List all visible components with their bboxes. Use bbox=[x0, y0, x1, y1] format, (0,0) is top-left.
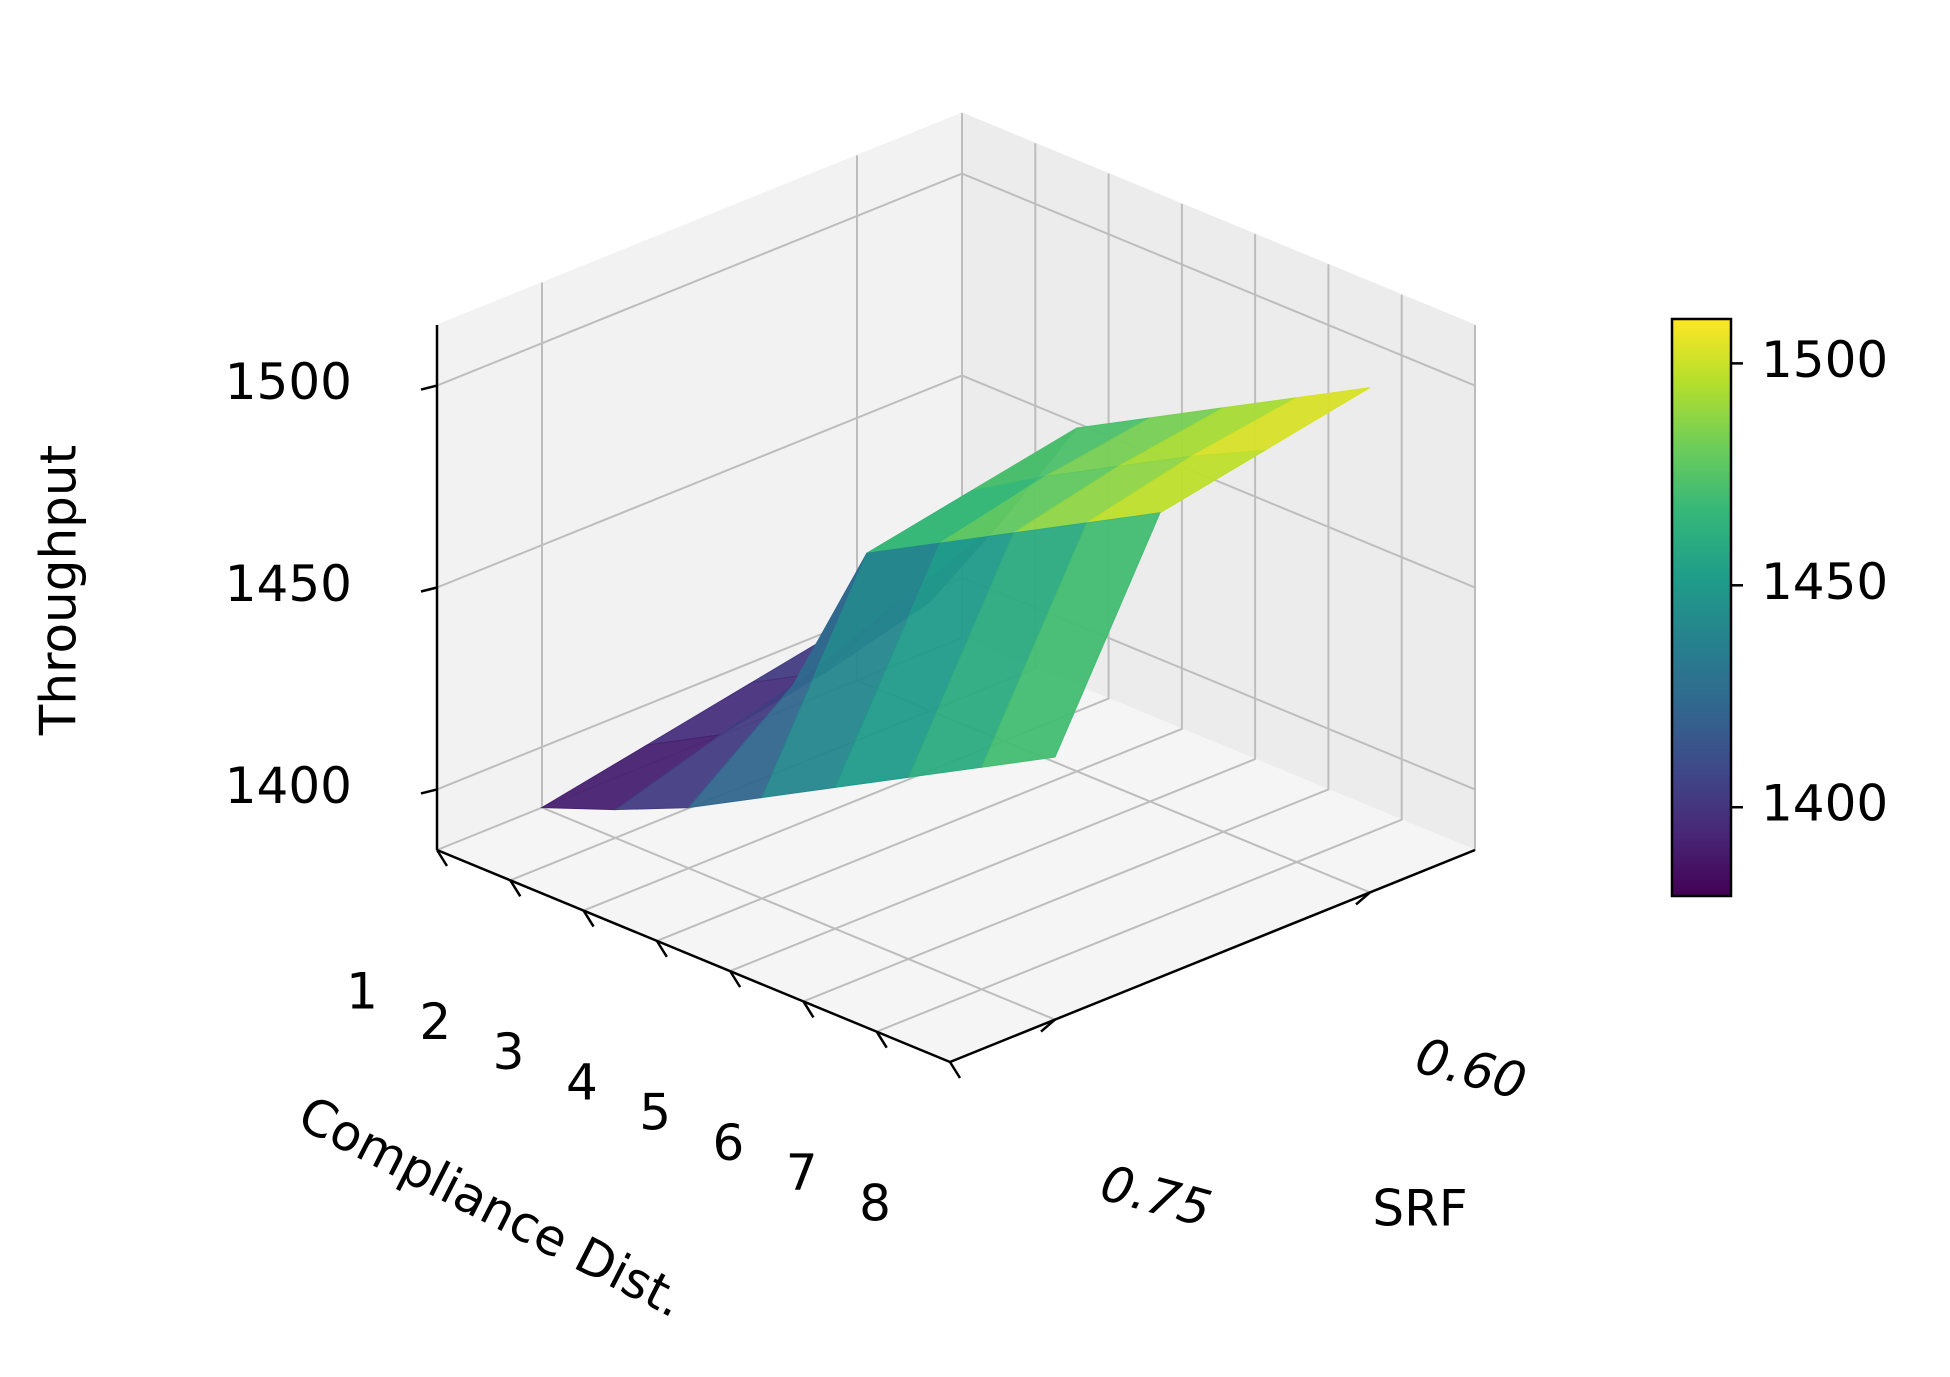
grid-line bbox=[803, 264, 1330, 1003]
x-tick bbox=[582, 909, 595, 928]
x-tick bbox=[509, 879, 522, 897]
y-tick bbox=[1355, 891, 1371, 906]
x-tick-label: 3 bbox=[493, 1023, 525, 1081]
colorbar bbox=[1670, 317, 1733, 898]
x-tick-label: 7 bbox=[786, 1144, 818, 1202]
x-tick-label: 6 bbox=[713, 1114, 745, 1172]
z-tick bbox=[420, 788, 438, 795]
x-axis-label: Compliance Dist. bbox=[289, 1085, 693, 1329]
y-axis-line bbox=[949, 848, 1476, 1064]
x-tick-label: 5 bbox=[639, 1084, 671, 1142]
colorbar-tick-label: 1450 bbox=[1761, 553, 1888, 611]
x-tick bbox=[948, 1061, 962, 1079]
x-tick bbox=[729, 970, 742, 988]
z-tick-label: 1500 bbox=[225, 353, 352, 411]
x-tick bbox=[435, 849, 449, 867]
z-tick-label: 1450 bbox=[225, 555, 352, 613]
x-tick bbox=[875, 1031, 888, 1049]
z-tick bbox=[420, 384, 438, 391]
z-tick bbox=[420, 586, 438, 593]
grid-line bbox=[583, 173, 1110, 912]
colorbar-tick-label: 1500 bbox=[1761, 331, 1888, 389]
y-axis-label: SRF bbox=[1372, 1180, 1467, 1238]
z-axis-label: Throughput bbox=[30, 445, 88, 736]
colorbar-tick-label: 1400 bbox=[1761, 775, 1888, 833]
y-tick-label: 0.75 bbox=[1095, 1154, 1218, 1239]
x-tick bbox=[655, 940, 668, 958]
x-tick-label: 2 bbox=[419, 993, 451, 1051]
x-tick-label: 1 bbox=[346, 963, 378, 1021]
x-tick-label: 8 bbox=[859, 1175, 891, 1233]
surface-patch bbox=[980, 512, 1161, 768]
y-tick bbox=[1040, 1018, 1056, 1033]
y-tick-label: 0.60 bbox=[1410, 1027, 1533, 1112]
x-tick-label: 4 bbox=[566, 1053, 598, 1111]
z-tick-label: 1400 bbox=[225, 757, 352, 815]
grid-line bbox=[656, 203, 1183, 942]
x-tick bbox=[802, 1000, 815, 1019]
x-axis-line bbox=[436, 848, 951, 1064]
grid-line bbox=[876, 294, 1403, 1033]
